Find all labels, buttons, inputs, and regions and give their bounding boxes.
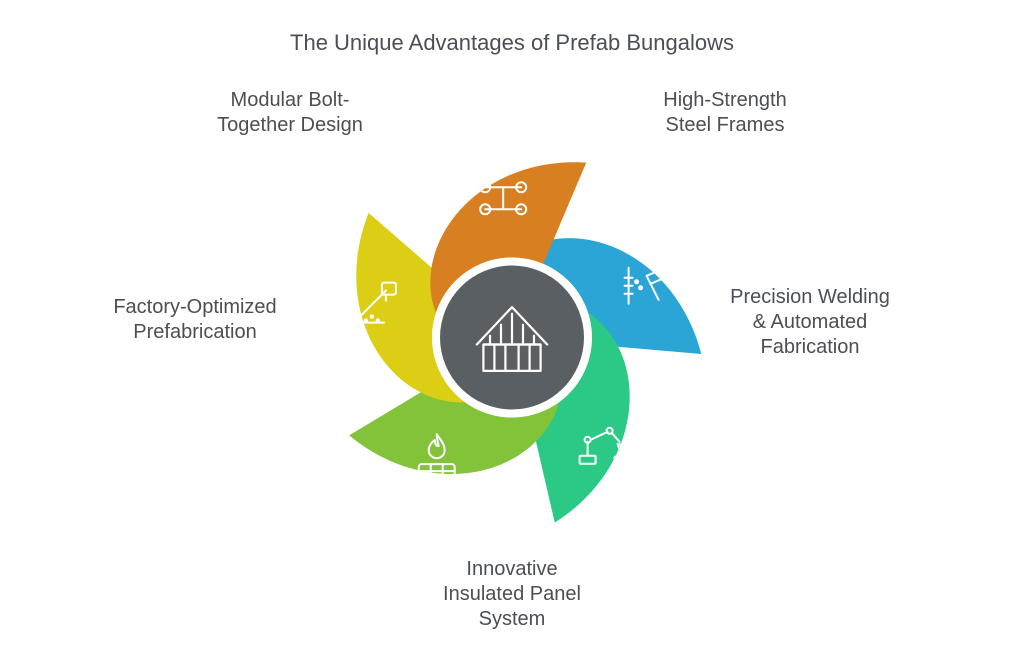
segment-label-3: Factory-OptimizedPrefabrication — [90, 295, 300, 345]
segment-label-4: Modular Bolt-Together Design — [190, 88, 390, 138]
segment-label-1: Precision Welding& AutomatedFabrication — [705, 285, 915, 360]
segment-label-2: InnovativeInsulated PanelSystem — [402, 557, 622, 632]
segment-label-0: High-StrengthSteel Frames — [625, 88, 825, 138]
